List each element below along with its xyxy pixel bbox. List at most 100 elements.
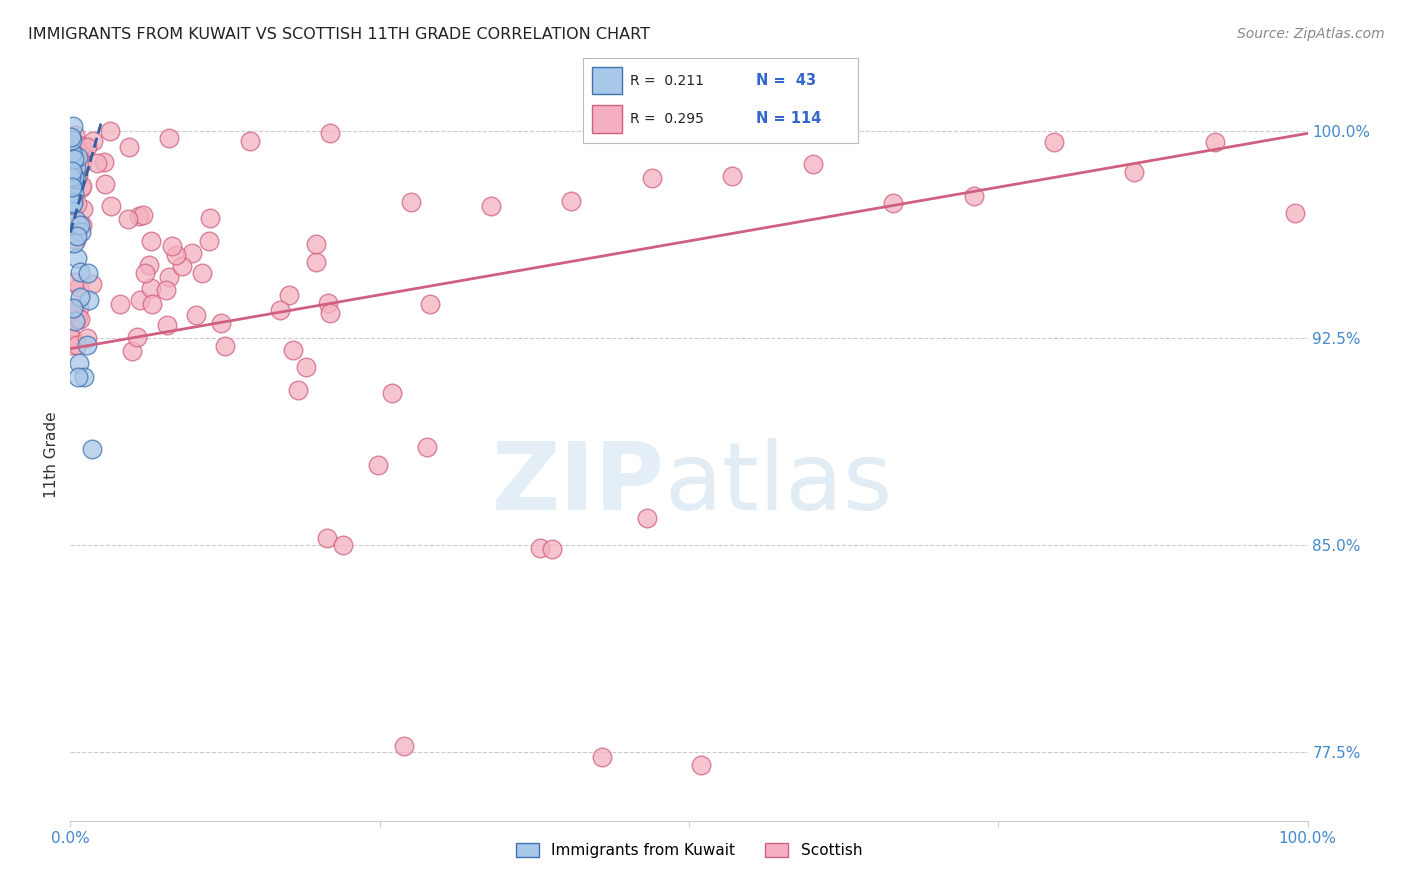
Point: [1043, 135, 1066, 149]
Point: [418, 297, 440, 311]
Point: [165, 248, 187, 262]
Point: [70, 218, 93, 232]
Point: [76, 331, 98, 345]
Point: [198, 211, 221, 225]
Point: [67, 145, 90, 159]
Point: [721, 169, 744, 183]
Point: [60, 178, 83, 193]
Point: [94, 177, 117, 191]
Point: [125, 330, 148, 344]
Point: [76, 140, 98, 154]
Point: [66, 140, 89, 154]
Point: [305, 254, 328, 268]
Point: [121, 343, 143, 358]
Point: [882, 195, 904, 210]
Point: [269, 303, 291, 318]
Point: [381, 386, 404, 401]
Point: [60, 302, 83, 317]
Point: [209, 316, 232, 330]
Point: [60, 179, 83, 194]
Point: [962, 188, 984, 202]
Point: [214, 339, 236, 353]
Text: IMMIGRANTS FROM KUWAIT VS SCOTTISH 11TH GRADE CORRELATION CHART: IMMIGRANTS FROM KUWAIT VS SCOTTISH 11TH …: [28, 27, 650, 42]
Text: N = 114: N = 114: [756, 112, 821, 127]
Point: [1123, 165, 1146, 179]
Point: [1204, 135, 1226, 149]
Point: [69, 219, 91, 233]
Point: [132, 208, 155, 222]
Point: [399, 195, 422, 210]
Point: [66, 338, 89, 352]
Point: [62, 195, 84, 210]
Point: [319, 126, 342, 140]
Point: [316, 531, 339, 545]
Point: [186, 308, 208, 322]
Point: [77, 293, 100, 307]
Point: [415, 440, 437, 454]
Point: [66, 166, 89, 180]
Point: [60, 163, 83, 178]
Point: [80, 442, 103, 457]
Text: R =  0.211: R = 0.211: [630, 74, 704, 87]
Point: [66, 251, 89, 265]
Text: atlas: atlas: [664, 438, 893, 530]
Point: [139, 234, 162, 248]
Point: [287, 383, 309, 397]
Point: [67, 280, 90, 294]
Point: [636, 510, 658, 524]
Point: [560, 194, 582, 209]
Point: [70, 138, 93, 153]
Point: [62, 301, 84, 315]
Point: [63, 275, 86, 289]
Point: [138, 258, 160, 272]
Point: [66, 168, 89, 182]
Point: [62, 145, 84, 160]
Point: [157, 269, 180, 284]
Point: [72, 179, 94, 194]
Point: [65, 161, 87, 175]
Point: [108, 297, 131, 311]
Point: [66, 218, 89, 232]
Point: [155, 283, 177, 297]
Point: [86, 155, 108, 169]
Point: [541, 542, 564, 557]
Point: [59, 173, 82, 187]
Point: [70, 144, 93, 158]
Point: [62, 169, 84, 184]
Point: [66, 229, 89, 244]
Point: [60, 220, 83, 235]
Point: [239, 134, 262, 148]
Point: [197, 234, 219, 248]
Point: [69, 225, 91, 239]
Point: [129, 293, 152, 307]
Legend: Immigrants from Kuwait, Scottish: Immigrants from Kuwait, Scottish: [509, 837, 869, 864]
Point: [281, 343, 304, 357]
Point: [59, 169, 82, 184]
Point: [305, 237, 328, 252]
Point: [98, 124, 121, 138]
Point: [479, 199, 502, 213]
Point: [641, 171, 664, 186]
Point: [67, 311, 90, 326]
Point: [591, 750, 613, 764]
Point: [190, 266, 212, 280]
Point: [66, 150, 89, 164]
Point: [60, 153, 83, 168]
Point: [319, 306, 342, 320]
Point: [60, 158, 83, 172]
Point: [80, 277, 103, 292]
Point: [63, 192, 86, 206]
Point: [332, 538, 354, 552]
Text: ZIP: ZIP: [491, 438, 664, 530]
Point: [65, 233, 87, 247]
Point: [157, 130, 180, 145]
Point: [69, 147, 91, 161]
Point: [60, 184, 83, 198]
Point: [801, 157, 824, 171]
Point: [278, 287, 301, 301]
Point: [77, 266, 100, 280]
Point: [367, 458, 389, 472]
Text: Source: ZipAtlas.com: Source: ZipAtlas.com: [1237, 27, 1385, 41]
Point: [63, 235, 86, 250]
Point: [294, 360, 316, 375]
